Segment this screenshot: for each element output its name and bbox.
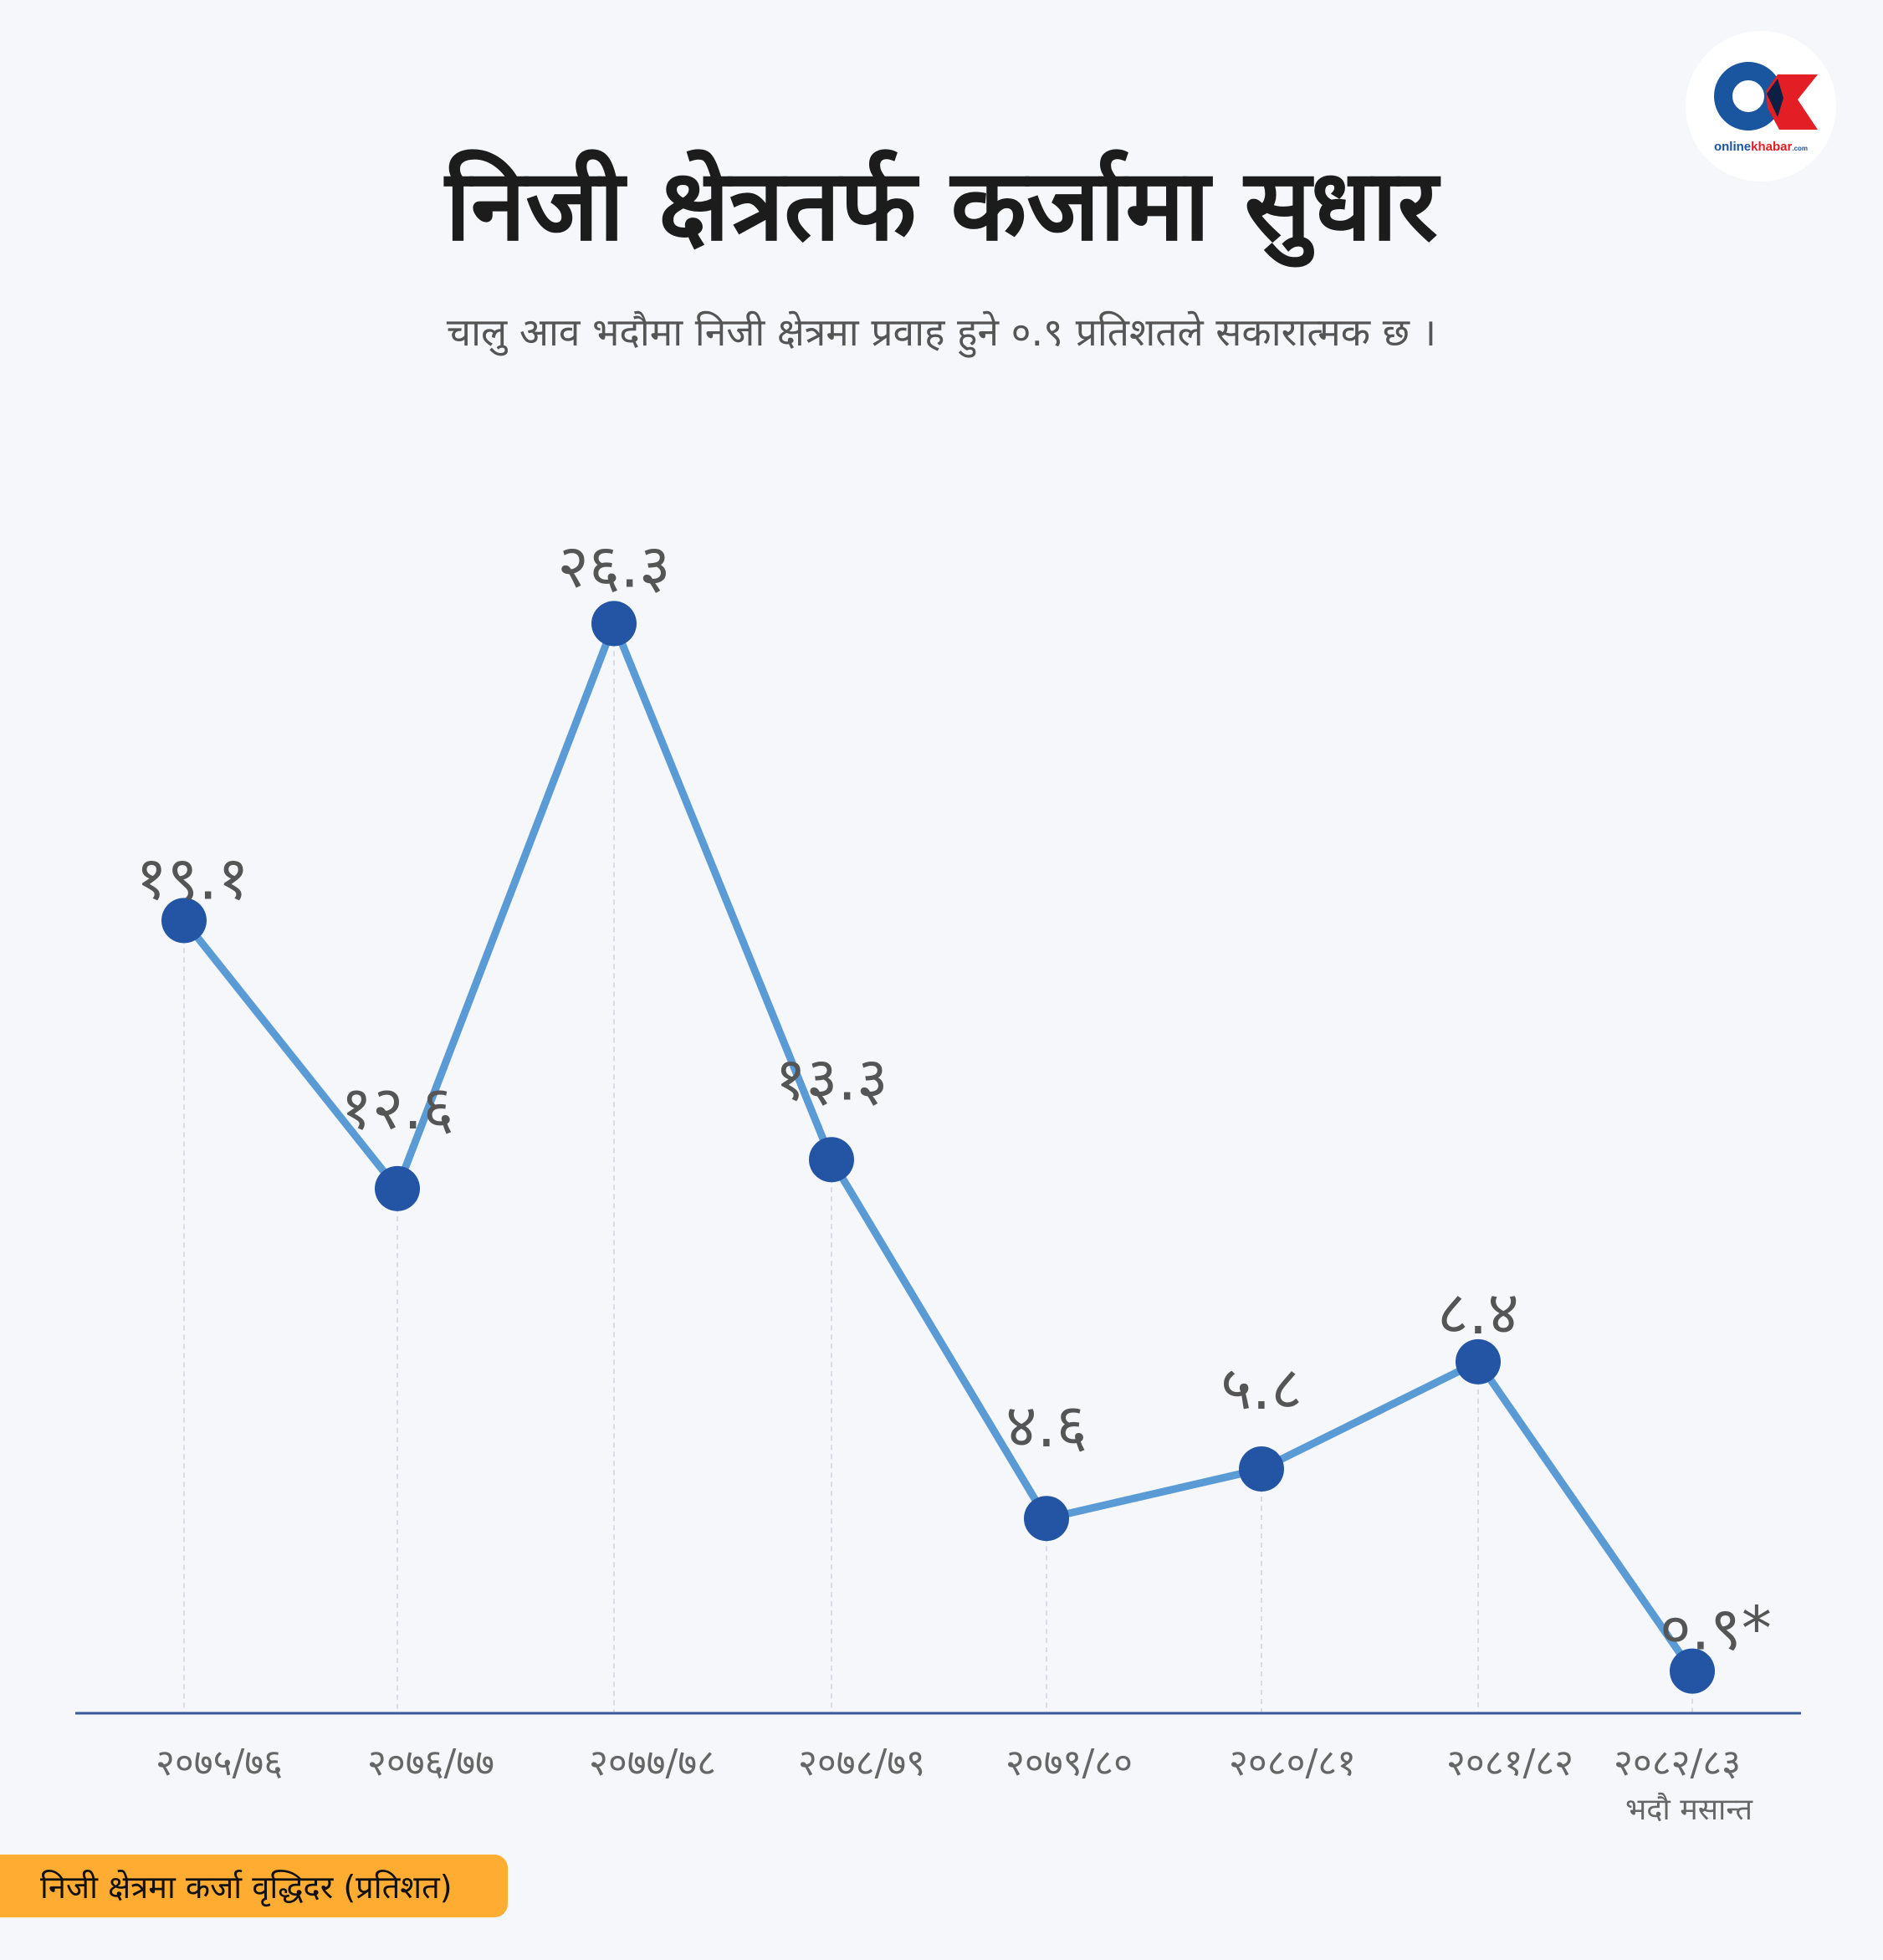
data-point	[1670, 1648, 1715, 1694]
legend: निजी क्षेत्रमा कर्जा वृद्धिदर (प्रतिशत)	[0, 1855, 508, 1917]
data-point	[1456, 1338, 1501, 1384]
x-tick-label: २०७६/७७	[367, 1742, 494, 1784]
x-tick-label: २०७९/८०	[1005, 1742, 1133, 1784]
data-point	[591, 601, 637, 647]
data-label: २६.३	[557, 530, 670, 601]
x-tick-label: २०८१/८२	[1446, 1742, 1573, 1784]
data-point	[1024, 1496, 1069, 1542]
x-tick-label: २०७५/७६	[156, 1742, 283, 1784]
chart-title: निजी क्षेत्रतर्फ कर्जामा सुधार	[445, 147, 1438, 263]
x-tick-note: भदौ मसान्त	[1625, 1792, 1753, 1827]
x-tick-label: २०८०/८१	[1229, 1742, 1356, 1784]
legend-label: निजी क्षेत्रमा कर्जा वृद्धिदर (प्रतिशत)	[40, 1868, 453, 1906]
data-point	[1239, 1446, 1284, 1492]
logo-icon: onlinekhabar.com	[1714, 62, 1818, 154]
data-point	[161, 898, 207, 944]
x-tick-label: २०७७/७८	[589, 1742, 716, 1784]
x-tick-label: २०७८/७९	[798, 1742, 925, 1784]
data-label: १३.३	[775, 1043, 888, 1113]
onlinekhabar-logo: onlinekhabar.com	[1686, 31, 1836, 182]
x-tick-label: २०८२/८३	[1614, 1742, 1741, 1784]
data-label: १९.१	[136, 842, 248, 913]
data-label: ४.६	[1005, 1390, 1087, 1461]
data-point	[809, 1137, 854, 1183]
data-label: ५.८	[1220, 1353, 1302, 1423]
data-point	[375, 1165, 420, 1211]
data-label: ०.९*	[1660, 1594, 1772, 1664]
svg-text:onlinekhabar.com: onlinekhabar.com	[1714, 140, 1808, 154]
data-label: ८.४	[1437, 1277, 1519, 1348]
data-label: १२.६	[340, 1072, 453, 1143]
series-line	[181, 619, 1696, 1674]
chart-subtitle: चालु आव भदौमा निजी क्षेत्रमा प्रवाह हुने…	[446, 310, 1437, 355]
